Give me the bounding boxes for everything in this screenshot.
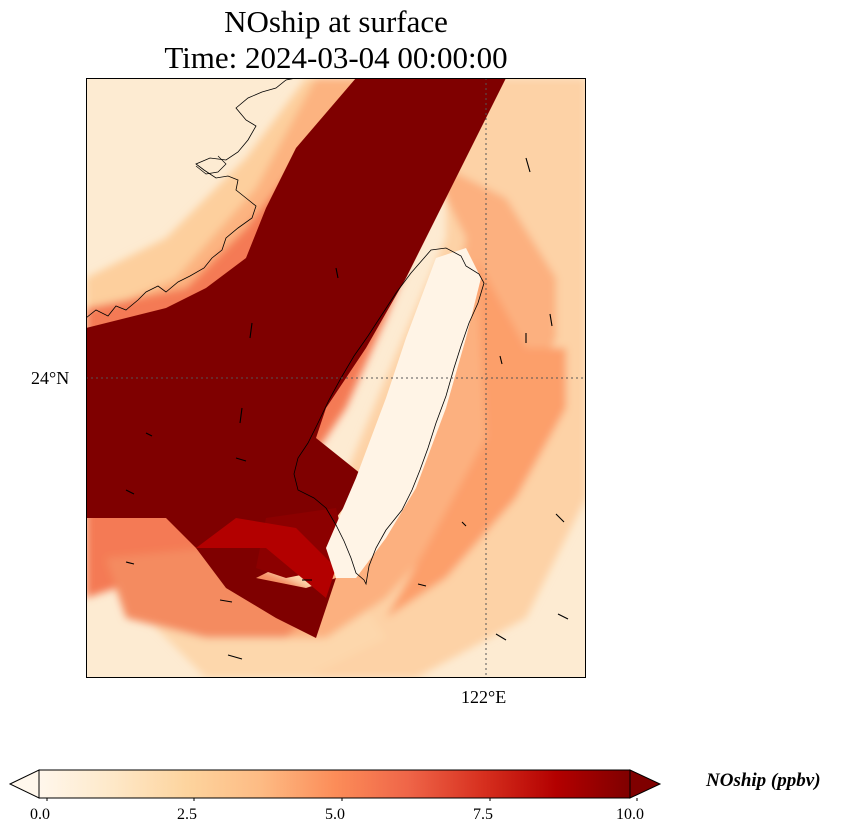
concentration-field — [86, 78, 586, 678]
mainland-coastline — [86, 78, 297, 319]
wind-arrow — [557, 613, 569, 620]
map-panel[interactable] — [86, 78, 586, 678]
wind-arrow — [125, 561, 135, 565]
lat-tick-label: 24°N — [31, 368, 70, 388]
plume-south-orange — [106, 548, 326, 638]
island-clean-area — [326, 248, 481, 578]
colorbar — [8, 769, 662, 801]
colorbar-tick-label: 7.5 — [473, 806, 493, 823]
colorbar-tick-label: 5.0 — [325, 806, 345, 823]
map-canvas[interactable] — [86, 78, 586, 678]
plume-east-streak — [386, 258, 566, 618]
wind-arrow — [125, 489, 135, 495]
wind-arrow — [549, 313, 553, 327]
wind-arrow — [499, 355, 503, 365]
wind-arrow — [235, 457, 247, 462]
map-frame — [86, 78, 586, 678]
lon-tick-label: 122°E — [461, 687, 507, 707]
island-outline — [195, 155, 227, 175]
colorbar-title: NOship (ppbv) — [706, 770, 821, 791]
wind-arrow — [335, 267, 339, 279]
wind-arrow — [227, 654, 243, 660]
colorbar-tick-label: 10.0 — [616, 806, 644, 823]
title-line-1: NOship at surface — [224, 4, 448, 39]
colorbar-min-extend — [8, 769, 40, 799]
wind-arrow — [525, 157, 531, 173]
colorbar-tick-label: 0.0 — [30, 806, 50, 823]
colorbar-max-extend — [629, 769, 662, 799]
wind-arrows — [125, 157, 569, 660]
wind-arrow — [145, 432, 153, 437]
title-line-2: Time: 2024-03-04 00:00:00 — [164, 40, 508, 75]
colorbar-gradient — [38, 769, 631, 799]
wind-arrow — [417, 583, 427, 587]
plume-mid-east — [286, 158, 556, 638]
wind-arrow — [219, 599, 233, 603]
wind-arrow — [461, 521, 467, 527]
colorbar-tick-label: 2.5 — [177, 806, 197, 823]
plume-core-edge — [196, 518, 336, 598]
wind-arrow — [495, 633, 507, 641]
wind-arrow — [239, 407, 243, 424]
taiwan-coastline — [293, 247, 485, 586]
plume-core-red — [86, 78, 506, 638]
wind-arrow — [249, 322, 253, 339]
wind-arrow — [555, 513, 565, 523]
map-title: NOship at surface Time: 2024-03-04 00:00… — [86, 4, 586, 76]
